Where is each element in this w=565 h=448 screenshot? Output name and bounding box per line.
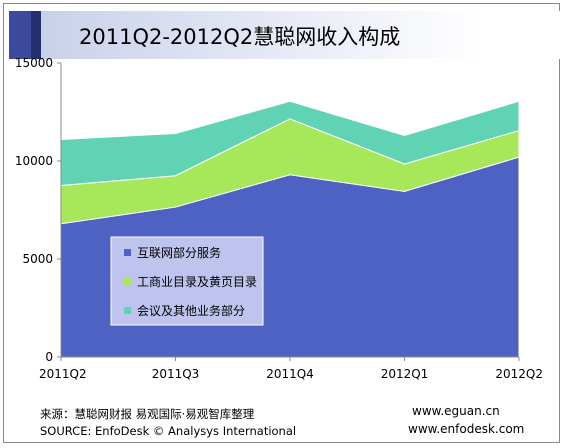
y-tick-label: 0: [45, 350, 53, 364]
title-accent-bar: [9, 11, 31, 59]
source-cn: 来源：慧聪网财报 易观国际·易观智库整理: [40, 407, 255, 421]
title-banner: 2011Q2-2012Q2慧聪网收入构成: [9, 11, 561, 59]
url-enfodesk: www.enfodesk.com: [408, 422, 525, 436]
area-series-3: [60, 100, 520, 187]
x-tick-label: 2011Q4: [266, 367, 314, 381]
legend-box: [110, 236, 264, 326]
y-tick-label: 10000: [15, 154, 53, 168]
x-tick-label: 2011Q3: [152, 367, 200, 381]
legend-label: 会议及其他业务部分: [137, 303, 245, 318]
x-tick-label: 2012Q2: [495, 367, 543, 381]
x-tick-label: 2011Q2: [39, 367, 87, 381]
chart-title: 2011Q2-2012Q2慧聪网收入构成: [79, 25, 401, 49]
legend-swatch: [124, 278, 131, 285]
url-eguan: www.eguan.cn: [412, 404, 500, 418]
legend-label: 互联网部分服务: [137, 245, 221, 260]
source-en: SOURCE: EnfoDesk © Analysys Internationa…: [40, 424, 297, 438]
legend-swatch: [124, 249, 131, 256]
y-tick-label: 15000: [15, 56, 53, 70]
legend-swatch: [124, 307, 131, 314]
axes-group: 0 5000 10000 15000 2011Q2 2011Q3 2011Q4 2012Q1 2…: [15, 56, 543, 381]
title-gradient: [41, 11, 561, 59]
x-tick-label: 2012Q1: [381, 367, 429, 381]
y-tick-label: 5000: [22, 252, 53, 266]
legend-label: 工商业目录及黄页目录: [137, 274, 257, 289]
footer: 来源：慧聪网财报 易观国际·易观智库整理 SOURCE: EnfoDesk © …: [0, 398, 565, 443]
title-accent-bar-dark: [31, 11, 41, 59]
